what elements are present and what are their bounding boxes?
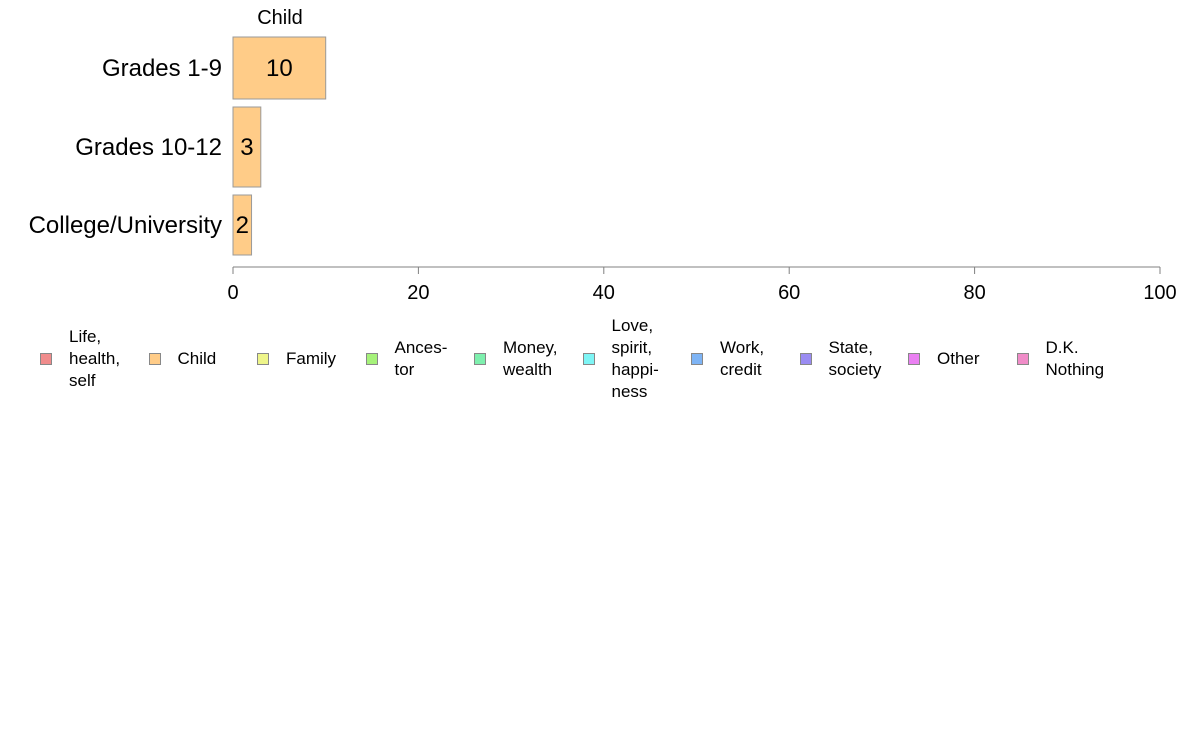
legend-item: D.K. Nothing	[1016, 337, 1105, 381]
legend-label: Family	[286, 349, 337, 368]
category-label: College/University	[29, 212, 222, 239]
legend-swatch	[40, 353, 52, 365]
legend-item: Money, wealth	[474, 337, 558, 381]
data-label: 2	[236, 212, 249, 239]
x-tick-label: 100	[1143, 282, 1176, 304]
x-tick-label: 80	[963, 282, 985, 304]
legend-label: Work, credit	[720, 338, 765, 379]
panel-title: Child	[257, 7, 303, 29]
legend-label: Money, wealth	[503, 338, 558, 379]
category-label: Grades 1-9	[102, 55, 222, 82]
bar	[232, 194, 253, 256]
legend-item: Ances- tor	[365, 337, 448, 381]
legend-label: Ances- tor	[394, 338, 448, 379]
legend-label: D.K. Nothing	[1045, 338, 1105, 379]
bar	[232, 106, 262, 188]
legend-swatch	[908, 353, 920, 365]
x-tick-label: 60	[778, 282, 800, 304]
x-tick-label: 40	[593, 282, 615, 304]
legend-item: Family	[257, 348, 336, 370]
legend-label: Other	[937, 349, 980, 368]
legend-swatch	[148, 353, 161, 365]
plot-area: Child 10 Grades 1-9 3 Grades 10-12 2 College/U…	[29, 7, 1177, 304]
legend-swatch	[691, 353, 703, 365]
legend-item: Child	[148, 348, 217, 370]
legend-swatch	[257, 353, 269, 365]
x-tick-label: 20	[407, 282, 429, 304]
legend-label: State, society	[828, 338, 882, 379]
data-label: 3	[240, 134, 253, 161]
legend-label: Love, spirit, happi- ness	[611, 316, 659, 401]
legend-label: Life, health, self	[69, 327, 121, 390]
legend-swatch	[1016, 353, 1029, 365]
x-tick-label: 0	[227, 282, 238, 304]
chart-legend: Life, health, self Child Family Ances- tor M…	[0, 316, 1188, 406]
legend-item: Love, spirit, happi- ness	[582, 315, 659, 403]
bar	[232, 36, 327, 100]
legend-label: Child	[177, 349, 217, 368]
legend-item: Life, health, self	[40, 326, 120, 392]
category-label: Grades 10-12	[75, 134, 222, 161]
legend-swatch	[365, 353, 378, 365]
legend-swatch	[474, 353, 486, 365]
legend-swatch	[799, 353, 812, 365]
legend-item: Work, credit	[691, 337, 764, 381]
legend-item: Other	[908, 348, 980, 370]
bar-chart: Child 10 Grades 1-9 3 Grades 10-12 2 College/U…	[29, 7, 1177, 304]
data-label: 10	[266, 55, 293, 82]
legend-swatch	[582, 353, 595, 365]
legend-item: State, society	[799, 337, 882, 381]
